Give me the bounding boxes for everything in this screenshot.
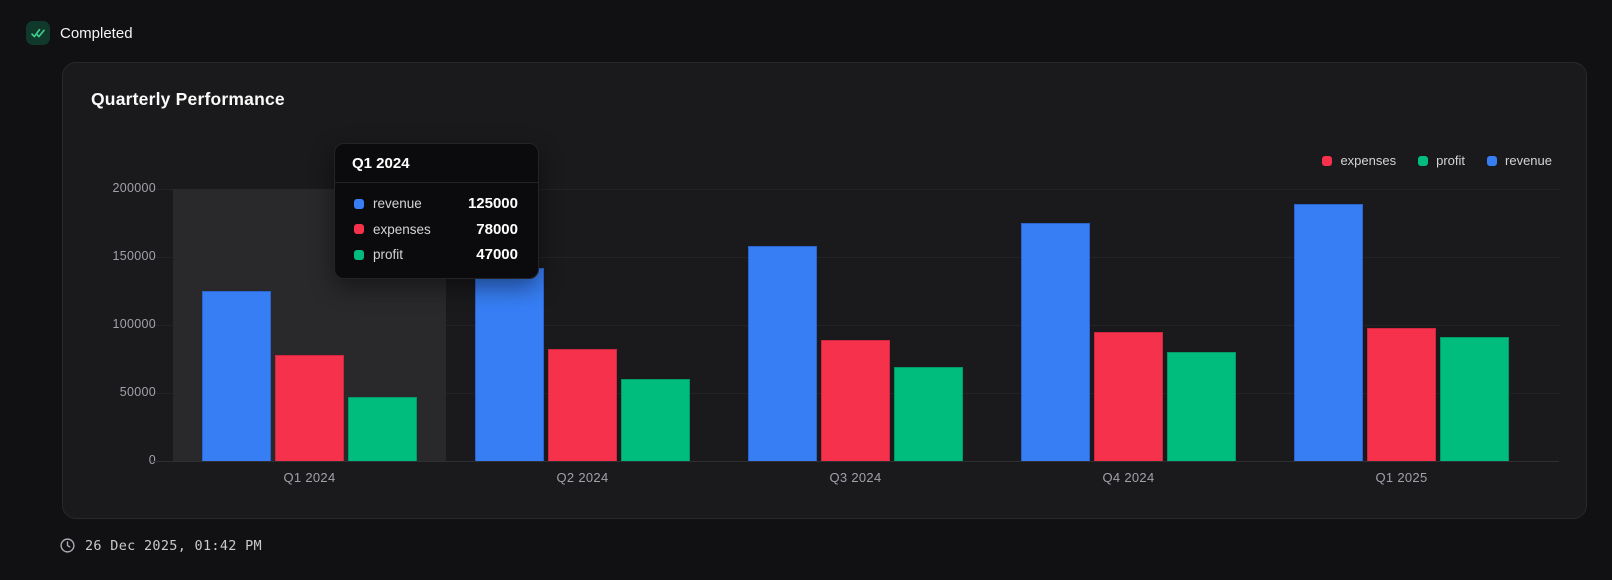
bar-profit-q2-2024[interactable] — [621, 379, 690, 461]
y-axis-label: 0 — [148, 453, 156, 467]
bar-expenses-q4-2024[interactable] — [1094, 332, 1163, 461]
tooltip-row-expenses: expenses 78000 — [335, 217, 538, 243]
bar-revenue-q2-2024[interactable] — [475, 268, 544, 461]
legend-label: revenue — [1505, 153, 1552, 168]
y-axis-label: 150000 — [112, 249, 156, 263]
bar-expenses-q1-2024[interactable] — [275, 355, 344, 461]
tooltip-series-value: 125000 — [467, 195, 518, 213]
bar-profit-q1-2024[interactable] — [348, 397, 417, 461]
bar-revenue-q4-2024[interactable] — [1021, 223, 1090, 461]
y-tick — [151, 393, 173, 394]
legend-label: profit — [1436, 153, 1466, 168]
double-check-icon — [31, 28, 45, 38]
y-axis-label: 200000 — [112, 181, 156, 195]
y-tick — [151, 189, 173, 190]
status-label: Completed — [60, 24, 133, 42]
legend-item-revenue[interactable]: revenue — [1487, 153, 1552, 168]
timestamp-row: 26 Dec 2025, 01:42 PM — [59, 537, 262, 554]
y-axis-label: 100000 — [112, 317, 156, 331]
gridline-100000 — [173, 325, 1559, 326]
bar-revenue-q1-2025[interactable] — [1294, 204, 1363, 461]
tooltip-series-label: revenue — [373, 196, 422, 212]
y-axis-label: 50000 — [119, 385, 156, 399]
tooltip-rows: revenue 125000 expenses 78000 profit 47000 — [335, 183, 538, 278]
x-axis-label-q3-2024: Q3 2024 — [829, 470, 882, 485]
bar-expenses-q2-2024[interactable] — [548, 349, 617, 461]
bar-chart: 0 50000 100000 150000 200000 Q1 2024 Q2 2024 Q3… — [63, 63, 1586, 518]
expenses-swatch-icon — [354, 224, 364, 235]
y-tick — [151, 325, 173, 326]
bar-profit-q3-2024[interactable] — [894, 367, 963, 461]
x-axis-label-q4-2024: Q4 2024 — [1102, 470, 1155, 485]
chart-legend: expenses profit revenue — [1322, 153, 1552, 168]
legend-label: expenses — [1340, 153, 1397, 168]
bar-profit-q1-2025[interactable] — [1440, 337, 1509, 461]
chart-tooltip: Q1 2024 revenue 125000 expenses 78000 profit… — [334, 143, 539, 279]
gridline-150000 — [173, 257, 1559, 258]
x-axis-label-q1-2025: Q1 2025 — [1375, 470, 1428, 485]
gridline-200000 — [173, 189, 1559, 190]
bar-expenses-q1-2025[interactable] — [1367, 328, 1436, 461]
completed-checkbox[interactable] — [26, 21, 50, 45]
bar-expenses-q3-2024[interactable] — [821, 340, 890, 461]
revenue-swatch-icon — [354, 198, 364, 209]
bar-revenue-q1-2024[interactable] — [202, 291, 271, 461]
tooltip-series-value: 78000 — [476, 220, 518, 238]
clock-icon — [60, 538, 75, 553]
tooltip-title: Q1 2024 — [335, 144, 538, 183]
status-row: Completed — [26, 21, 133, 45]
x-axis-line — [151, 461, 1559, 462]
x-axis-label-q1-2024: Q1 2024 — [283, 470, 336, 485]
tooltip-row-revenue: revenue 125000 — [335, 191, 538, 217]
x-axis-label-q2-2024: Q2 2024 — [556, 470, 609, 485]
legend-item-expenses[interactable]: expenses — [1322, 153, 1396, 168]
tooltip-series-label: expenses — [373, 221, 431, 237]
bar-profit-q4-2024[interactable] — [1167, 352, 1236, 461]
timestamp-text: 26 Dec 2025, 01:42 PM — [85, 537, 262, 554]
bar-revenue-q3-2024[interactable] — [748, 246, 817, 461]
profit-swatch-icon — [354, 249, 364, 260]
legend-item-profit[interactable]: profit — [1418, 153, 1465, 168]
y-tick — [151, 257, 173, 258]
tooltip-row-profit: profit 47000 — [335, 242, 538, 268]
profit-swatch-icon — [1418, 155, 1429, 166]
expenses-swatch-icon — [1322, 155, 1333, 166]
chart-card: Quarterly Performance expenses profit reve… — [62, 62, 1587, 519]
tooltip-series-value: 47000 — [476, 246, 518, 264]
revenue-swatch-icon — [1487, 155, 1498, 166]
tooltip-series-label: profit — [373, 247, 404, 263]
chart-title: Quarterly Performance — [91, 89, 285, 109]
